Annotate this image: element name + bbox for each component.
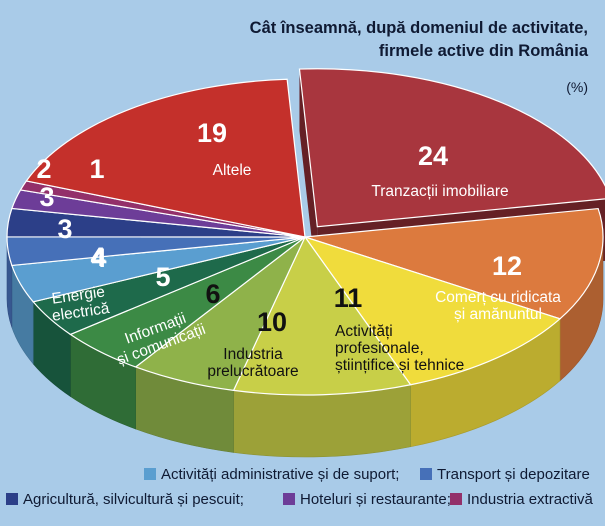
pie-slice-altele	[25, 78, 306, 238]
pie-slice-industria-prelucratoare	[232, 235, 412, 396]
value-label-tranzactii-imobiliare: 24	[418, 141, 448, 171]
legend-swatch-transport-si-depozitare	[420, 468, 432, 480]
legend-label-activitati-administrative-si-de-suport: Activități administrative și de suport;	[161, 466, 399, 483]
chart-title-line-2: firmele active din România	[379, 42, 589, 60]
legend-label-agricultura-silvicultura-si-pescuit: Agricultură, silvicultură și pescuit;	[23, 491, 244, 508]
pie-top	[6, 68, 605, 396]
pie-cut-face-start	[299, 69, 318, 289]
value-label-activitati-administrative-si-de-suport: 4	[91, 243, 106, 273]
pie-slice-activitati-profesionale-stiintifice-si-tehnice	[303, 235, 562, 386]
value-label-comert-cu-ridicata-si-amanuntul: 12	[492, 251, 522, 281]
slice-label-comert-cu-ridicata-si-amanuntul: Comerț cu ridicata și amănuntul	[435, 289, 561, 323]
value-label-constructii: 5	[155, 262, 170, 292]
legend-swatch-activitati-administrative-si-de-suport	[144, 468, 156, 480]
legend-label-industria-extractiva: Industria extractivă	[467, 491, 594, 508]
slice-label-tranzactii-imobiliare: Tranzacții imobiliare	[371, 183, 508, 200]
slice-label-activitati-profesionale-stiintifice-si-tehnice: Activități profesionale, științifice și te…	[335, 323, 464, 374]
chart-title: Cât înseamnă, după domeniul de activitat…	[250, 19, 589, 95]
legend-swatch-agricultura-silvicultura-si-pescuit	[6, 493, 18, 505]
pie-slice-comert-cu-ridicata-si-amanuntul	[304, 207, 604, 320]
value-label-energie-electrica: 4	[90, 242, 105, 272]
value-label-informatii-si-comunicatii: 6	[205, 279, 220, 309]
legend-label-transport-si-depozitare: Transport și depozitare	[437, 466, 590, 483]
legend-label-hoteluri-si-restaurante: Hoteluri și restaurante;	[300, 491, 451, 508]
value-label-industria-prelucratoare: 10	[257, 307, 287, 337]
value-label-transport-si-depozitare: 3	[57, 214, 72, 244]
legend: Activități administrative și de suport; T…	[6, 466, 594, 508]
value-label-activitati-profesionale-stiintifice-si-tehnice: 11	[334, 283, 363, 313]
chart-title-line-1: Cât înseamnă, după domeniul de activitat…	[250, 19, 588, 37]
pie-slice-tranzactii-imobiliare	[298, 68, 605, 228]
value-label-agricultura-silvicultura-si-pescuit: 3	[39, 182, 54, 212]
value-label-hoteluri-si-restaurante: 2	[36, 154, 51, 184]
value-label-altele: 19	[197, 118, 227, 148]
legend-swatch-hoteluri-si-restaurante	[283, 493, 295, 505]
value-label-industria-extractiva: 1	[89, 154, 104, 184]
unit-label: (%)	[566, 79, 588, 95]
slice-label-altele: Altele	[213, 162, 252, 179]
legend-swatch-industria-extractiva	[450, 493, 462, 505]
slice-label-industria-prelucratoare: Industria prelucrătoare	[207, 346, 298, 380]
pie-side-industria-prelucratoare	[233, 384, 411, 458]
